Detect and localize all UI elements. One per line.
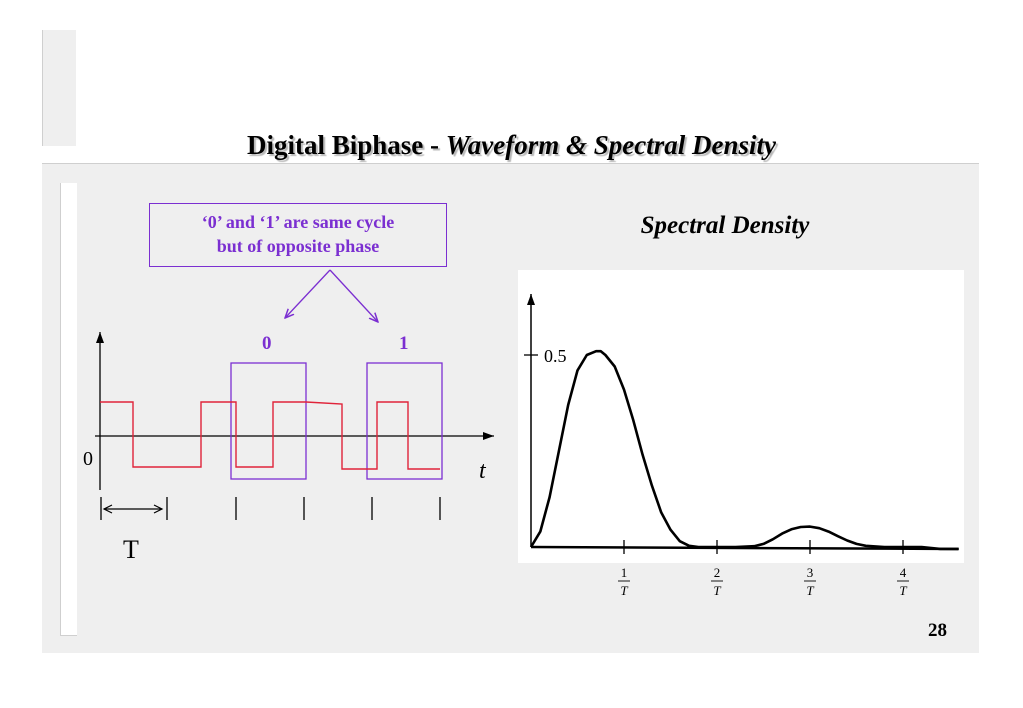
x-tick-denominator-2: T (713, 583, 721, 598)
spectral-density-curve (529, 349, 959, 551)
x-tick-denominator-4: T (899, 583, 907, 598)
bit-1-highlight-box (366, 362, 443, 480)
period-label: T (123, 535, 139, 564)
period-arrow-head-left (102, 504, 113, 514)
time-axis-label: t (479, 458, 487, 484)
origin-label: 0 (83, 448, 93, 470)
x-tick-denominator-3: T (806, 583, 814, 598)
x-tick-denominator-1: T (620, 583, 628, 598)
spectrum-x-axis (530, 545, 959, 551)
decorative-bar-inner (60, 183, 77, 636)
spectrum-title: Spectral Density (640, 212, 810, 239)
x-tick-numerator-2: 2 (714, 565, 721, 580)
slide-title-italic: Waveform & Spectral Density (445, 130, 776, 160)
callout-line-2: but of opposite phase (216, 236, 380, 256)
period-ticks (100, 497, 441, 520)
bit-0-highlight-box (230, 362, 307, 480)
phase-callout-box: ‘0’ and ‘1’ are same cycle but of opposi… (149, 203, 447, 267)
spectrum-y-tick-label: 0.5 (544, 346, 567, 366)
spectrum-x-tick-labels: 1 T 2 T 3 T 4 T (618, 565, 909, 598)
period-arrow-head-right (153, 504, 164, 514)
bit-label-1: 1 (399, 333, 409, 354)
x-tick-numerator-3: 3 (807, 565, 814, 580)
page-number: 28 (928, 620, 947, 641)
callout-arrow-right (329, 269, 378, 322)
spectrum-chart-panel (518, 270, 964, 563)
callout-arrow-left (285, 269, 331, 318)
x-tick-numerator-1: 1 (621, 565, 628, 580)
biphase-waveform (100, 401, 440, 470)
slide-title-plain: Digital Biphase - (247, 130, 446, 160)
slide-title: Digital Biphase - Waveform & Spectral De… (0, 130, 1023, 161)
decorative-bar-top (42, 30, 76, 146)
x-tick-numerator-4: 4 (900, 565, 907, 580)
callout-line-1: ‘0’ and ‘1’ are same cycle (201, 212, 395, 232)
title-divider (42, 163, 979, 164)
bit-label-0: 0 (262, 333, 272, 354)
